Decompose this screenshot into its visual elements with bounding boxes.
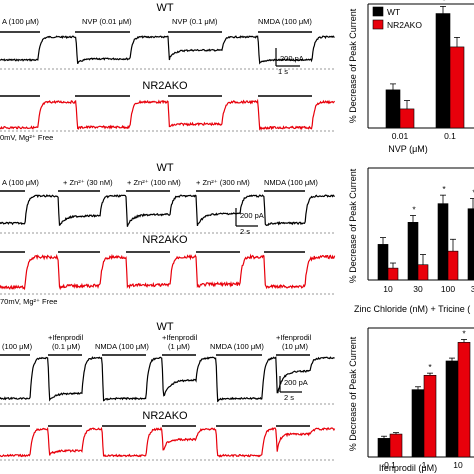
ifen-bar-wt <box>445 360 459 458</box>
nvp-tick-label: 0.1 <box>444 131 456 141</box>
panel-b-stim-2: + Zn²⁺ (30 nM) <box>63 178 113 187</box>
zinc-bar-ko <box>387 267 399 281</box>
zinc-bar-wt <box>437 203 449 281</box>
chart-nvp: % Decrease of Peak Current NVP (μM) 0.01 0.… <box>348 0 474 154</box>
ifen-bar-ko <box>423 374 437 458</box>
nvp-x-label: NVP (μM) <box>388 144 428 154</box>
ifen-x-label: Ifenprodil (μM) <box>379 463 437 473</box>
panel-b-ko-label: NR2AKO <box>142 234 188 246</box>
ifen-bar-wt <box>411 389 425 458</box>
zinc-bar-wt <box>407 222 419 281</box>
panel-a-condition: 0mV, Mg²⁺ Free <box>0 133 53 142</box>
ifen-bar-ko <box>457 342 471 458</box>
zinc-tick-label: 300 <box>471 284 474 294</box>
panel-b-stim-1: A (100 μM) <box>2 178 39 187</box>
ifen-tick-label: 1 <box>422 460 427 470</box>
panel-a-scale-x: 1 s <box>278 67 288 76</box>
legend-label-wt: WT <box>387 7 400 17</box>
panel-c-stim-1: (100 μM) <box>2 342 33 351</box>
panel-c-scale-x: 2 s <box>284 393 294 402</box>
panel-c-scale-y: 200 pA <box>284 378 308 387</box>
panel-a-stim-3: NVP (0.1 μM) <box>172 17 218 26</box>
panel-c-wt-label: WT <box>156 321 173 333</box>
panel-a-stim-4: NMDA (100 μM) <box>258 17 312 26</box>
zinc-bar-ko <box>447 250 459 281</box>
panel-c-stim-2b: (0.1 μM) <box>52 342 81 351</box>
ifen-y-label: % Decrease of Peak Current <box>348 336 358 451</box>
nvp-bar-wt <box>385 89 401 129</box>
nvp-bar-ko <box>449 46 465 129</box>
zinc-significance-marker: * <box>412 205 416 215</box>
nvp-significance-marker: * <box>442 0 446 5</box>
panel-c-stim-4b: (1 μM) <box>168 342 190 351</box>
panel-c-wt-trace <box>0 356 335 403</box>
panel-b-scale-y: 200 pA <box>240 211 264 220</box>
zinc-significance-marker: * <box>472 188 474 198</box>
panel-b-traces: WT A (100 μM) + Zn²⁺ (30 nM) + Zn²⁺ (100… <box>0 162 336 306</box>
panel-b-wt-trace <box>0 194 336 227</box>
panel-c-stim-5: NMDA (100 μM) <box>210 342 264 351</box>
panel-b-ko-trace <box>0 253 336 291</box>
panel-b-stim-4: + Zn²⁺ (300 nM) <box>196 178 250 187</box>
ifen-bar-ko <box>389 433 403 458</box>
panel-c-scale-bar <box>279 376 302 393</box>
legend-swatch-wt <box>372 6 384 17</box>
panel-a-scale-bar <box>275 48 300 67</box>
ifen-tick-label: 0.1 <box>384 460 396 470</box>
panel-b-stim-5: NMDA (100 μM) <box>264 178 318 187</box>
zinc-bar-ko <box>417 264 429 281</box>
panel-c-traces: WT (100 μM) +Ifenprodil (0.1 μM) NMDA (1… <box>0 321 336 461</box>
panel-a-ko-trace <box>0 98 336 131</box>
panel-c-stim-4a: +Ifenprodil <box>162 333 198 342</box>
zinc-x-label: Zinc Chloride (nM) + Tricine ( <box>354 304 470 314</box>
panel-c-stim-2a: +Ifenprodil <box>48 333 84 342</box>
nvp-tick-label: 0.01 <box>392 131 409 141</box>
zinc-y-label: % Decrease of Peak Current <box>348 168 358 283</box>
chart-ifenprodil: % Decrease of Peak Current Ifenprodil (μM… <box>348 327 474 473</box>
panel-c-stim-6b: (10 μM) <box>282 342 308 351</box>
panel-b-stim-3: + Zn²⁺ (100 nM) <box>127 178 181 187</box>
ifen-bar-wt <box>377 438 391 458</box>
panel-b-condition: 70mV, Mg²⁺ Free <box>0 297 57 306</box>
chart-zinc: % Decrease of Peak Current Zinc Chloride … <box>348 167 474 314</box>
ifen-tick-label: 10 <box>453 460 463 470</box>
zinc-tick-label: 10 <box>383 284 393 294</box>
panel-c-stim-3: NMDA (100 μM) <box>95 342 149 351</box>
zinc-tick-label: 30 <box>413 284 423 294</box>
panel-a-scale-y: 200 pA <box>280 54 304 63</box>
panel-a-ko-label: NR2AKO <box>142 80 188 92</box>
nvp-y-label: % Decrease of Peak Current <box>348 8 358 123</box>
panel-c-ko-trace <box>0 426 336 458</box>
panel-a-stim-2: NVP (0.01 μM) <box>82 17 132 26</box>
legend-label-ko: NR2AKO <box>387 20 422 30</box>
nvp-bar-ko <box>399 108 415 129</box>
panel-c-ko-label: NR2AKO <box>142 410 188 422</box>
legend-swatch-ko <box>372 19 384 30</box>
ifen-significance-marker: * <box>462 328 466 338</box>
zinc-bar-wt <box>467 208 474 281</box>
nvp-bar-wt <box>435 13 451 129</box>
panel-a-wt-label: WT <box>156 2 173 14</box>
panel-b-scale-bar <box>235 208 258 227</box>
panel-a-traces: WT A (100 μM) NVP (0.01 μM) NVP (0.1 μM)… <box>0 2 336 142</box>
zinc-tick-label: 100 <box>441 284 455 294</box>
zinc-significance-marker: * <box>442 184 446 194</box>
ifen-significance-marker: * <box>428 362 432 372</box>
zinc-bar-wt <box>377 244 389 281</box>
panel-b-scale-x: 2 s <box>240 227 250 236</box>
panel-a-stim-1: A (100 μM) <box>2 17 39 26</box>
panel-a-wt-trace <box>0 35 335 65</box>
panel-b-wt-label: WT <box>156 162 173 174</box>
panel-c-stim-6a: +Ifenprodil <box>276 333 312 342</box>
